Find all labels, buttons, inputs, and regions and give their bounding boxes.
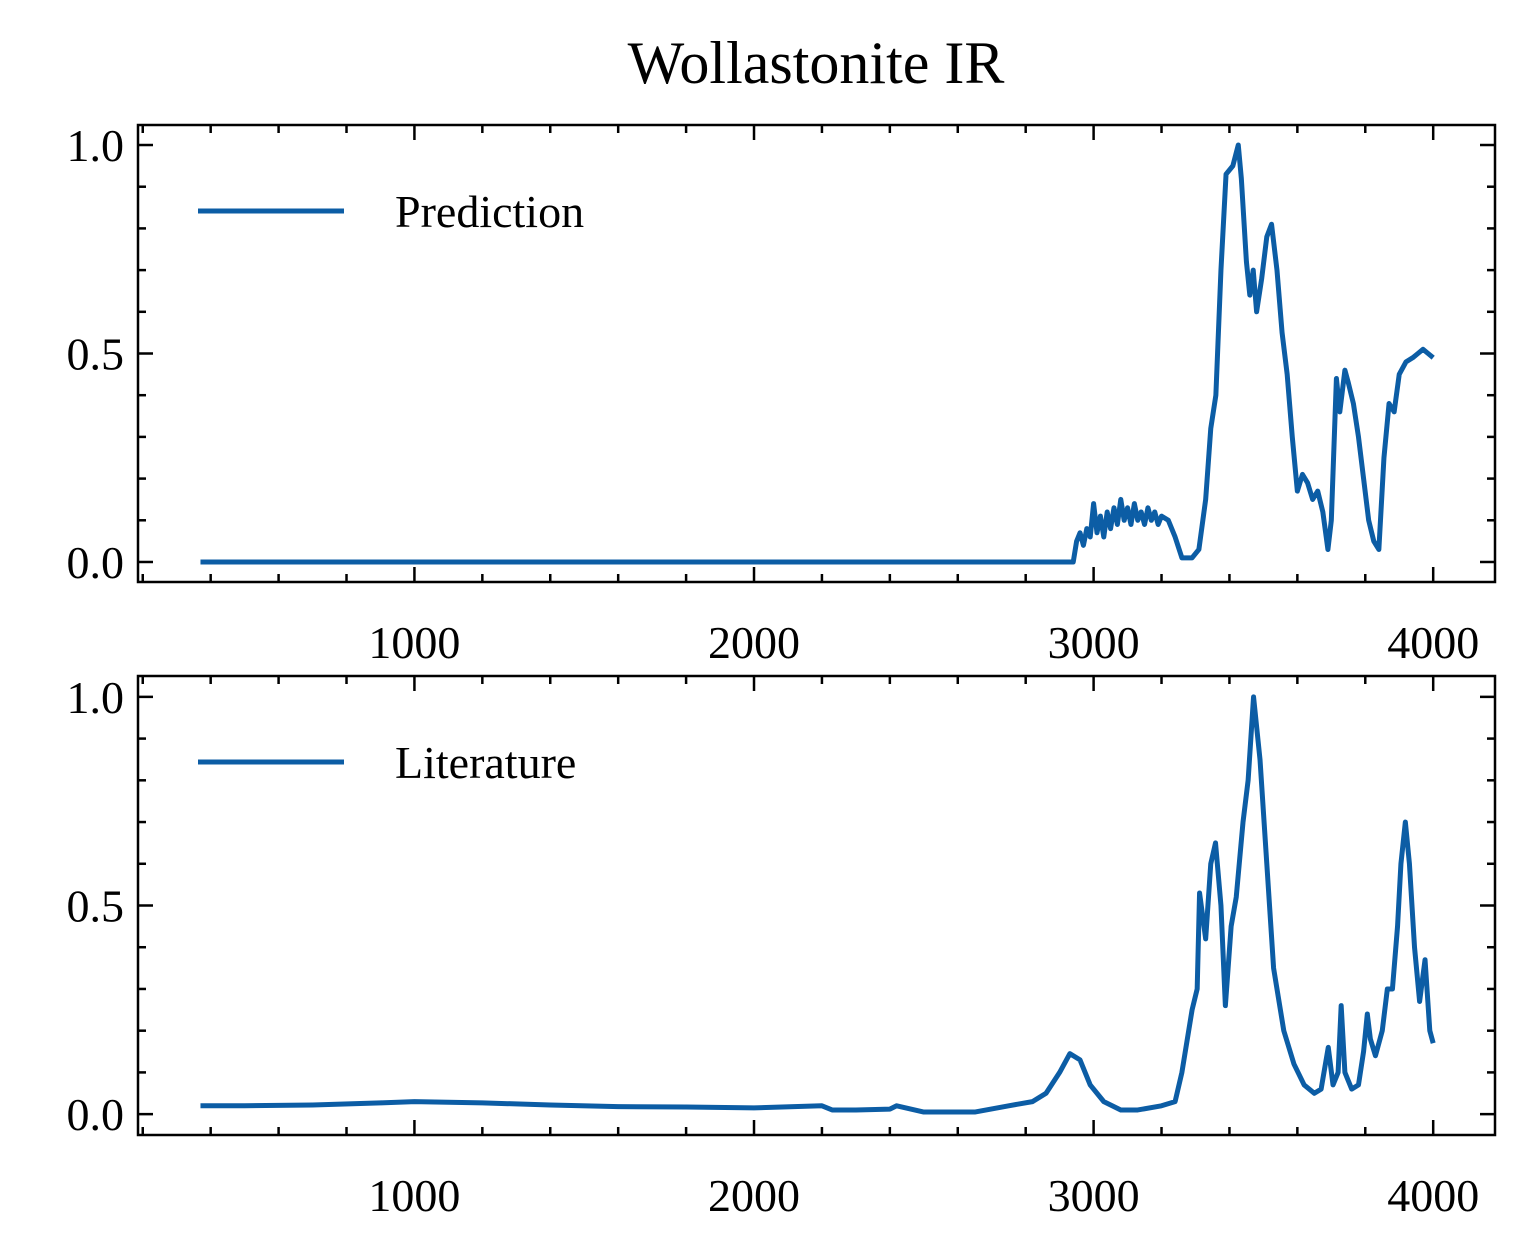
axes-frame: [136, 123, 1497, 584]
x-tick-label: 3000: [1048, 617, 1140, 668]
y-tick-label: 1.0: [67, 672, 125, 723]
axes-frame: [136, 674, 1497, 1137]
x-tick-label: 4000: [1387, 617, 1479, 668]
x-tick-label: 4000: [1387, 1170, 1479, 1221]
data-line: [200, 694, 1436, 1115]
figure-title: Wollastonite IR: [628, 30, 1005, 96]
subplot: 1000 2000 3000 4000 0.0 0.5 1.0 Prediction: [67, 120, 1497, 668]
y-tick-label: 0.5: [67, 329, 125, 380]
legend-label: Prediction: [395, 186, 584, 237]
x-tick-label: 2000: [708, 1170, 800, 1221]
x-tick-label: 3000: [1048, 1170, 1140, 1221]
y-tick-label: 0.0: [67, 537, 125, 588]
y-tick-label: 1.0: [67, 120, 125, 171]
x-tick-label: 2000: [708, 617, 800, 668]
y-tick-label: 0.0: [67, 1089, 125, 1140]
x-tick-label: 1000: [368, 1170, 460, 1221]
y-tick-label: 0.5: [67, 881, 125, 932]
x-tick-label: 1000: [368, 617, 460, 668]
data-line: [200, 142, 1435, 565]
subplot: 1000 2000 3000 4000 0.0 0.5 1.0 Literature: [67, 672, 1497, 1221]
legend-label: Literature: [395, 737, 576, 788]
